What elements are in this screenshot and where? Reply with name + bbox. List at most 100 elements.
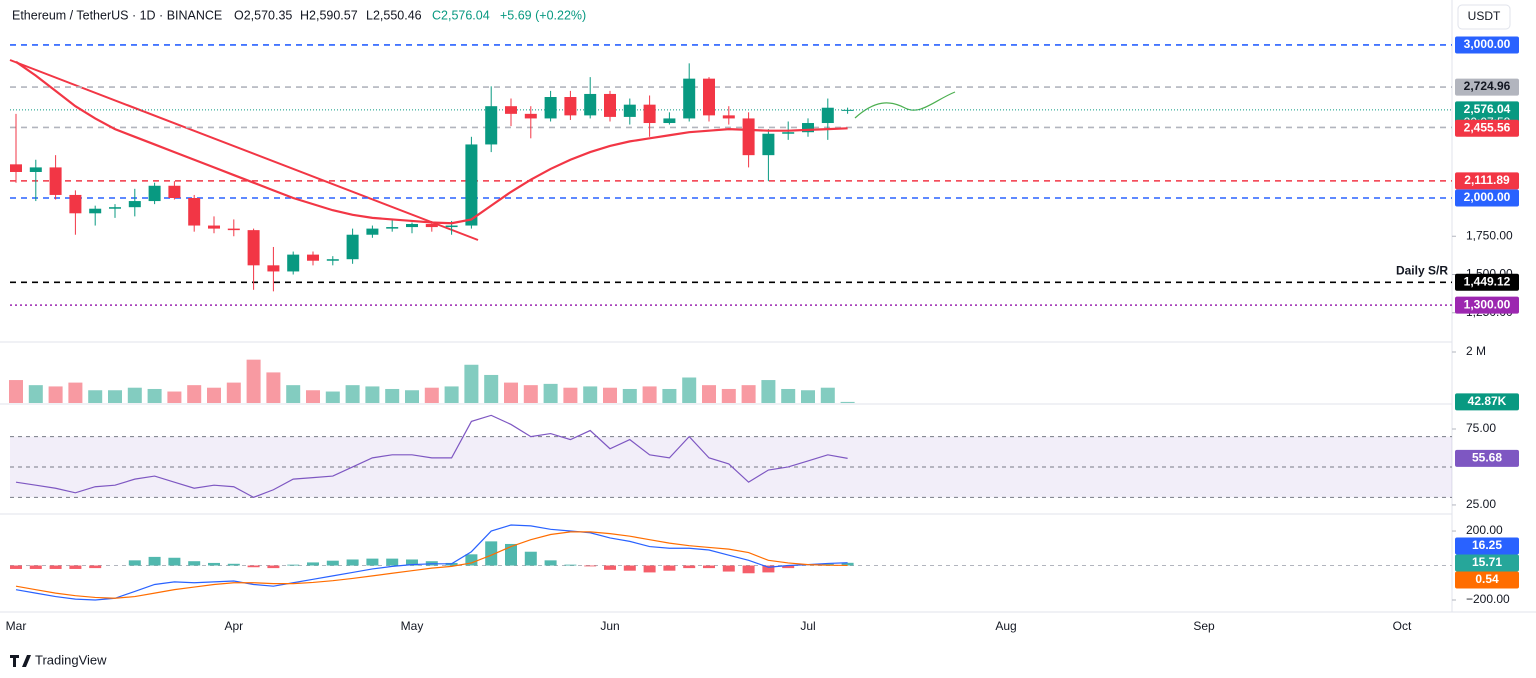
candle-body (445, 225, 458, 228)
candle-body (287, 254, 300, 272)
y-tick-label: 2 M (1466, 344, 1486, 358)
macd-histogram (29, 565, 42, 569)
y-tick-label: 25.00 (1466, 497, 1496, 511)
volume-bar (682, 377, 697, 403)
macd-histogram (742, 565, 755, 574)
volume-bar (563, 387, 578, 403)
volume-bar (108, 390, 122, 403)
candle-body (782, 132, 795, 134)
price-badge-label: 2,455.56 (1464, 120, 1511, 134)
candle-body (227, 228, 240, 231)
candle-body (465, 144, 478, 226)
ohlc-open: O2,570.35 (234, 8, 292, 22)
candle-body (29, 167, 42, 172)
candle-body (623, 104, 636, 117)
volume-bar (345, 385, 360, 403)
candle-body (564, 97, 577, 116)
macd-histogram (287, 564, 300, 566)
candle-body (307, 254, 319, 261)
candle-body (89, 208, 102, 214)
candle-body (722, 115, 735, 119)
volume-bar (147, 388, 162, 403)
candle-body (703, 78, 715, 116)
macd-histogram (564, 564, 577, 566)
volume-bar (840, 401, 855, 403)
volume-bar (464, 364, 479, 403)
macd-histogram (703, 565, 715, 569)
currency-box[interactable] (1457, 4, 1511, 30)
candle-body (821, 107, 834, 124)
volume-bar (702, 385, 716, 403)
macd-histogram (326, 560, 339, 566)
macd-histogram (505, 543, 517, 566)
volume-bar (9, 380, 23, 403)
volume-bar (642, 386, 657, 403)
volume-bar (306, 390, 320, 403)
candle-body (128, 201, 141, 208)
candle-body (762, 133, 775, 156)
level-badge (1455, 273, 1519, 291)
macd-histogram (623, 565, 636, 571)
candle-body (604, 93, 616, 117)
macd-histogram (247, 565, 260, 568)
macd-histogram (683, 565, 696, 569)
macd-histogram (69, 565, 82, 569)
volume-bar (266, 372, 281, 403)
x-tick-label: Sep (1193, 619, 1215, 633)
level-label: 3,000.00 (1464, 37, 1511, 51)
level-badge (1455, 296, 1519, 314)
price-badge (1455, 119, 1519, 137)
candle-body (168, 185, 181, 199)
macd-histogram (406, 559, 418, 566)
y-tick-label: −200.00 (1466, 592, 1510, 606)
macd-histogram (544, 560, 557, 566)
candle-body (109, 207, 121, 209)
pane-separators (0, 0, 1536, 613)
volume-bar (504, 382, 518, 403)
projection-path (854, 91, 956, 119)
level-badge (1455, 36, 1519, 54)
x-tick-label: Apr (224, 619, 243, 633)
volume-bar (246, 359, 261, 403)
volume-bar (761, 380, 776, 403)
change: +5.69 (+0.22%) (500, 8, 586, 22)
macd-histogram (227, 563, 240, 566)
macd-histogram (465, 554, 478, 566)
volume-bar (385, 388, 400, 403)
ema-line (15, 60, 848, 225)
macd-histogram (722, 565, 735, 572)
macd-histogram (366, 558, 379, 566)
volume-bar (662, 388, 677, 403)
candle-body (208, 225, 220, 229)
volume-bar (226, 382, 241, 403)
x-tick-label: Jul (800, 619, 815, 633)
candle-body (802, 123, 814, 133)
macd-histogram (168, 557, 181, 566)
brand-name: TradingView (35, 652, 107, 667)
level-label: 2,724.96 (1464, 79, 1511, 93)
ohlc-close: C2,576.04 (432, 8, 490, 22)
volume-bar (207, 387, 221, 403)
volume-bar (622, 388, 637, 403)
candle-body (505, 106, 517, 114)
price-badge (1455, 554, 1519, 572)
macd-histogram (663, 565, 676, 571)
volume-bar (286, 385, 301, 403)
price-badge (1455, 393, 1519, 411)
candle-body (267, 265, 280, 272)
x-tick-label: Oct (1393, 619, 1412, 633)
symbol: Ethereum / TetherUS · 1D · BINANCE (12, 8, 222, 22)
level-badge (1455, 78, 1519, 96)
volume-bar (583, 386, 598, 403)
macd-histogram (10, 565, 22, 569)
currency[interactable]: USDT (1468, 9, 1501, 23)
candle-body (524, 113, 537, 119)
level-label: 2,111.89 (1464, 173, 1510, 187)
price-badge (1455, 537, 1519, 555)
volume-bar (127, 387, 142, 403)
volume-bar (88, 390, 103, 403)
volume-bar (603, 387, 617, 403)
x-tick-label: Mar (6, 619, 27, 633)
